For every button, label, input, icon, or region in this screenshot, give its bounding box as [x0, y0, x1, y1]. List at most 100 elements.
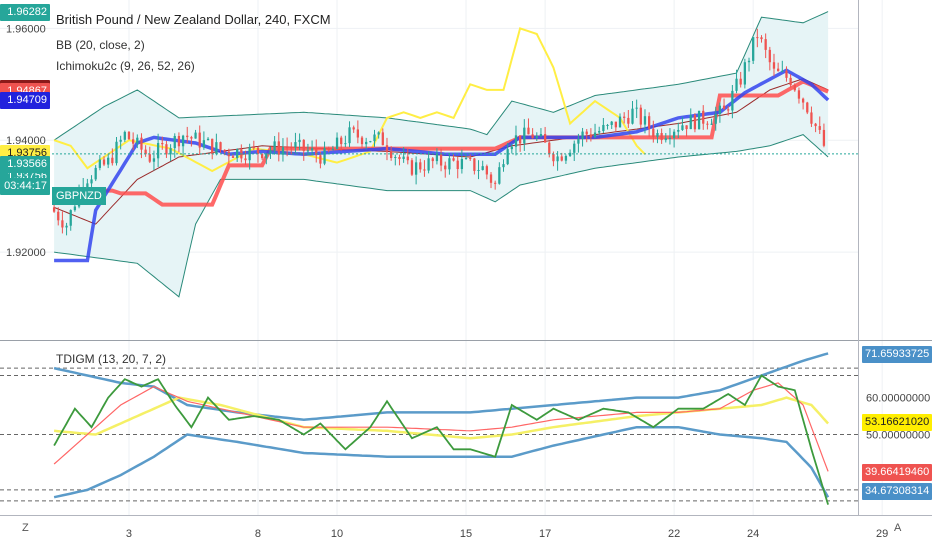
- candle-76[interactable]: [369, 140, 372, 143]
- candle-82[interactable]: [394, 154, 397, 166]
- candle-115[interactable]: [531, 128, 534, 139]
- candle-43[interactable]: [231, 154, 235, 158]
- candle-15[interactable]: [115, 137, 118, 166]
- candle-179[interactable]: [797, 87, 801, 104]
- candle-96[interactable]: [452, 154, 455, 162]
- candle-111[interactable]: [514, 125, 518, 156]
- time-axis-bg[interactable]: [0, 516, 932, 550]
- candle-127[interactable]: [581, 127, 584, 147]
- candle-144[interactable]: [652, 120, 655, 143]
- candle-181[interactable]: [806, 101, 809, 115]
- candle-173[interactable]: [772, 53, 776, 77]
- candle-137[interactable]: [623, 112, 626, 124]
- candle-110[interactable]: [510, 143, 513, 154]
- candle-175[interactable]: [781, 60, 784, 73]
- candle-31[interactable]: [181, 134, 185, 157]
- candle-30[interactable]: [177, 132, 181, 153]
- candle-67[interactable]: [331, 145, 335, 151]
- candle-171[interactable]: [764, 33, 767, 59]
- candle-136[interactable]: [618, 113, 622, 128]
- candle-168[interactable]: [752, 37, 755, 64]
- candle-156[interactable]: [702, 105, 705, 130]
- candle-180[interactable]: [801, 97, 805, 110]
- candle-10[interactable]: [94, 165, 97, 182]
- candle-88[interactable]: [419, 158, 422, 173]
- candle-105[interactable]: [489, 172, 493, 189]
- candle-184[interactable]: [818, 116, 821, 135]
- candle-113[interactable]: [523, 119, 526, 151]
- candle-135[interactable]: [614, 121, 617, 132]
- candle-145[interactable]: [656, 129, 659, 144]
- candle-39[interactable]: [215, 133, 218, 156]
- candle-157[interactable]: [706, 121, 709, 130]
- candle-52[interactable]: [269, 146, 272, 159]
- candle-80[interactable]: [385, 137, 389, 161]
- candle-123[interactable]: [564, 154, 568, 164]
- candle-22[interactable]: [144, 145, 147, 157]
- candle-53[interactable]: [273, 136, 276, 155]
- candle-89[interactable]: [423, 160, 426, 177]
- candle-182[interactable]: [810, 106, 813, 128]
- candle-17[interactable]: [123, 130, 126, 143]
- candle-126[interactable]: [577, 133, 580, 153]
- candle-46[interactable]: [244, 150, 247, 165]
- candle-84[interactable]: [402, 147, 405, 163]
- candle-38[interactable]: [211, 138, 214, 160]
- candle-142[interactable]: [643, 109, 647, 134]
- candle-117[interactable]: [539, 128, 543, 138]
- candle-59[interactable]: [298, 133, 301, 151]
- candle-27[interactable]: [165, 140, 168, 158]
- candle-134[interactable]: [610, 120, 613, 129]
- candle-83[interactable]: [398, 154, 401, 166]
- candle-28[interactable]: [169, 144, 172, 162]
- candle-148[interactable]: [668, 128, 672, 145]
- candle-169[interactable]: [756, 28, 759, 48]
- candle-36[interactable]: [202, 131, 206, 150]
- candle-37[interactable]: [206, 137, 210, 141]
- candle-90[interactable]: [427, 151, 430, 174]
- candle-18[interactable]: [127, 131, 131, 140]
- candle-1[interactable]: [57, 207, 60, 226]
- candle-152[interactable]: [685, 125, 688, 137]
- candle-140[interactable]: [635, 99, 638, 119]
- candle-81[interactable]: [390, 146, 393, 161]
- candle-19[interactable]: [132, 132, 135, 151]
- candle-95[interactable]: [448, 152, 451, 175]
- candle-106[interactable]: [494, 180, 497, 190]
- candle-85[interactable]: [406, 148, 409, 165]
- candle-51[interactable]: [265, 153, 268, 165]
- candle-26[interactable]: [161, 136, 164, 150]
- candle-108[interactable]: [502, 159, 505, 172]
- candle-48[interactable]: [252, 140, 255, 151]
- candle-77[interactable]: [373, 129, 376, 147]
- zoom-corner-icon[interactable]: Z: [22, 522, 29, 534]
- candle-185[interactable]: [822, 123, 826, 148]
- candle-3[interactable]: [65, 222, 68, 236]
- candle-133[interactable]: [606, 123, 609, 130]
- candle-94[interactable]: [444, 161, 447, 178]
- candle-104[interactable]: [485, 164, 488, 180]
- candle-91[interactable]: [431, 157, 434, 169]
- auto-scale-icon[interactable]: A: [894, 522, 902, 534]
- candle-143[interactable]: [648, 112, 651, 137]
- legend-tdigm[interactable]: TDIGM (13, 20, 7, 2): [56, 352, 167, 366]
- candle-56[interactable]: [285, 137, 289, 157]
- candle-158[interactable]: [710, 118, 713, 125]
- candle-50[interactable]: [261, 153, 264, 161]
- candle-2[interactable]: [61, 211, 64, 234]
- candle-101[interactable]: [473, 157, 476, 175]
- candle-124[interactable]: [568, 149, 572, 157]
- candle-79[interactable]: [381, 128, 384, 146]
- candle-33[interactable]: [190, 135, 193, 147]
- candle-55[interactable]: [281, 138, 285, 162]
- candlestick-series[interactable]: [0, 28, 858, 236]
- candle-109[interactable]: [506, 142, 509, 166]
- candle-155[interactable]: [697, 110, 701, 130]
- candle-125[interactable]: [573, 140, 576, 161]
- candle-66[interactable]: [327, 146, 330, 153]
- candle-107[interactable]: [498, 162, 501, 185]
- candle-12[interactable]: [102, 156, 106, 167]
- candle-138[interactable]: [627, 110, 630, 129]
- candle-60[interactable]: [302, 139, 305, 161]
- candle-69[interactable]: [340, 135, 343, 151]
